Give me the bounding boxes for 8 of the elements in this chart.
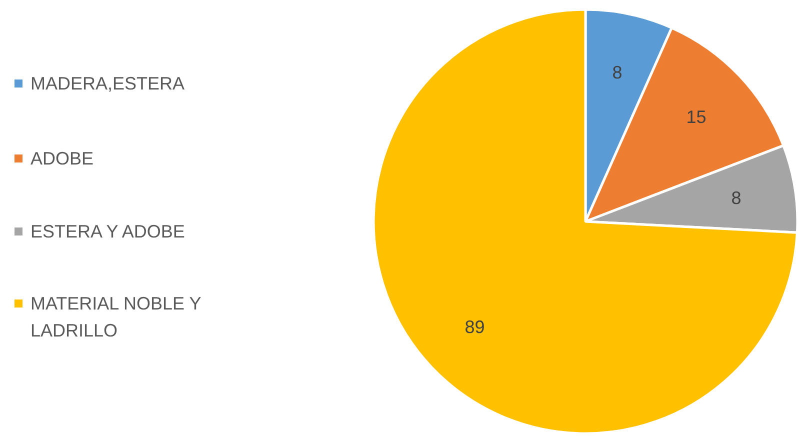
data-label: 8: [731, 188, 742, 208]
legend-label: MATERIAL NOBLE Y LADRILLO: [30, 294, 202, 340]
data-label: 15: [686, 106, 706, 127]
data-label: 8: [612, 62, 622, 83]
legend-label: ADOBE: [30, 148, 94, 168]
data-label: 89: [464, 317, 485, 338]
legend-label: MADERA,ESTERA: [30, 74, 185, 94]
legend-label: ESTERA Y ADOBE: [30, 222, 185, 242]
